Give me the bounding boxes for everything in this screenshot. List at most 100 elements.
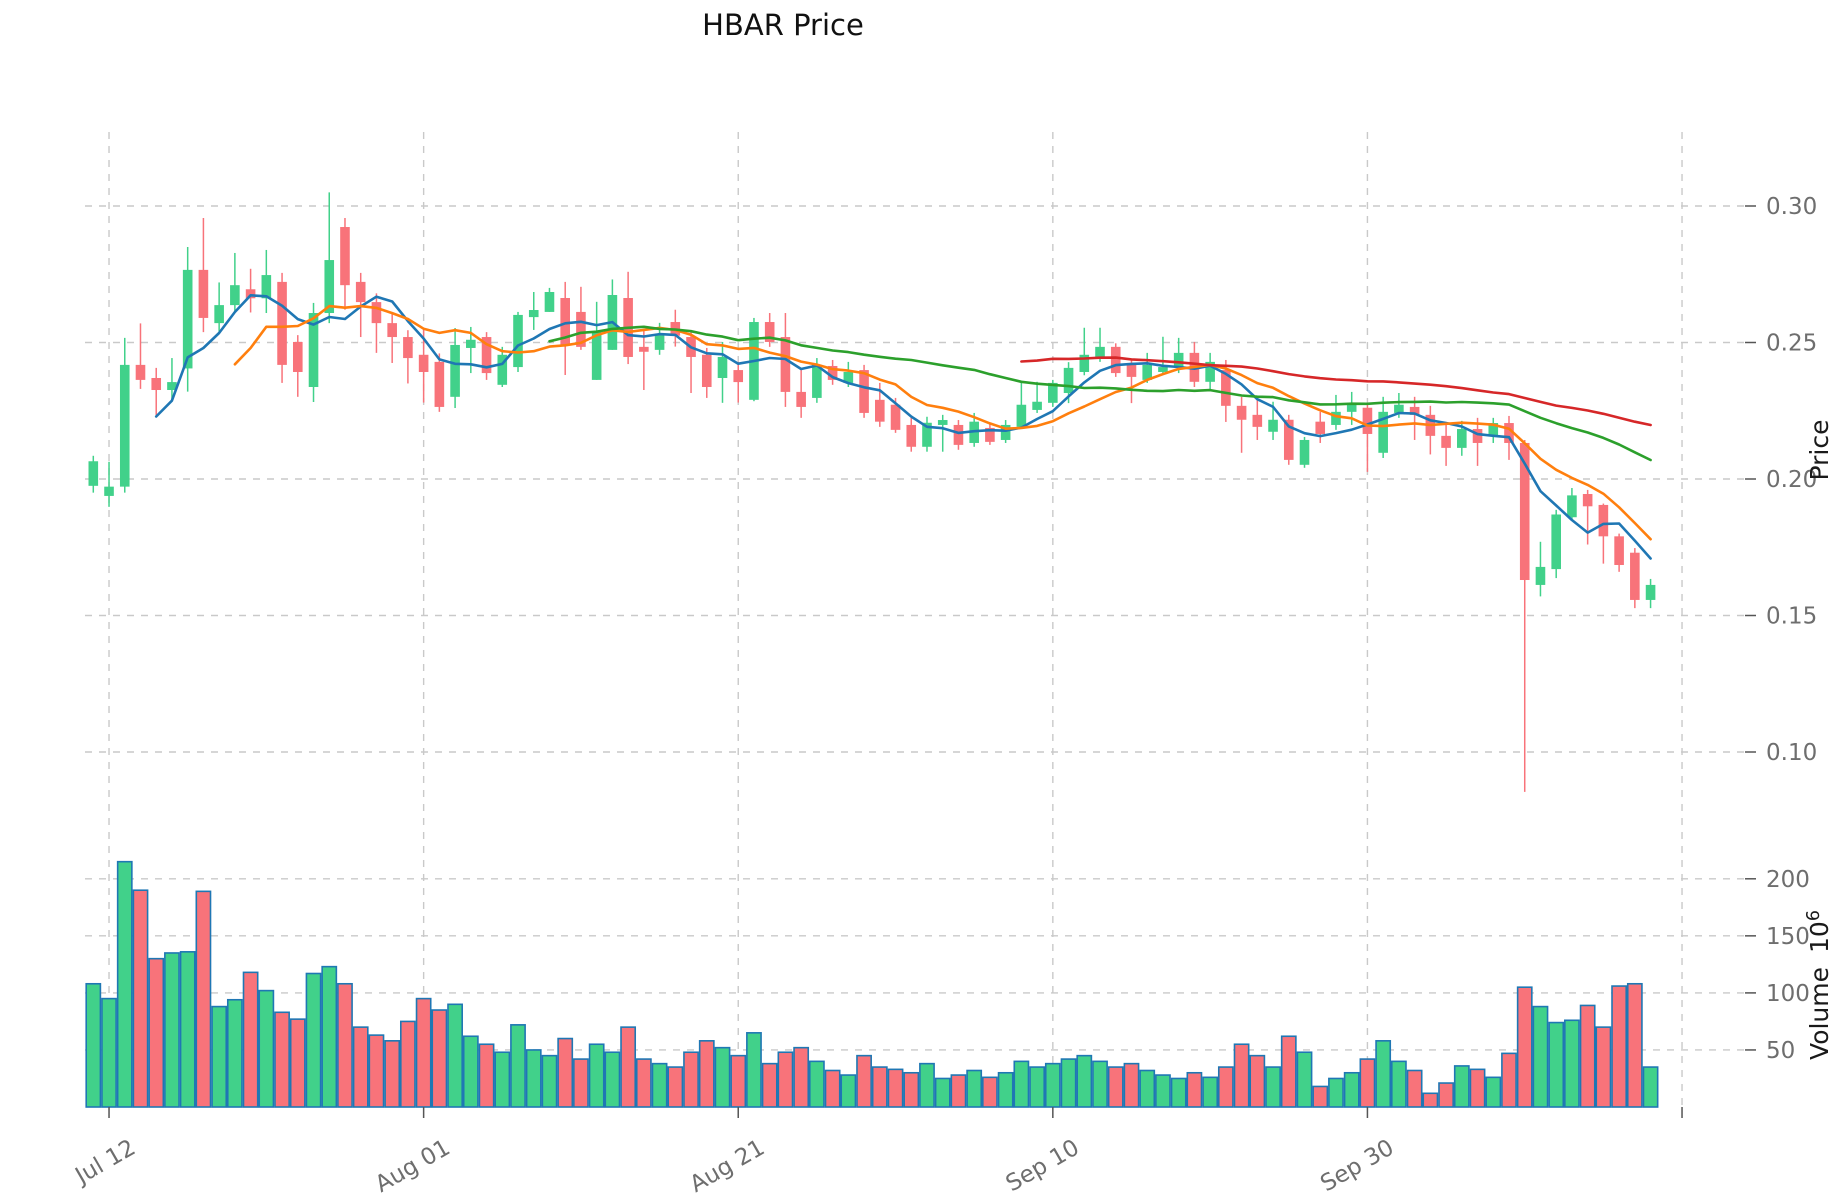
volume-bar (258, 989, 275, 1108)
volume-bar (919, 1062, 935, 1108)
candle-body (1614, 536, 1624, 565)
volume-bar (1060, 1058, 1077, 1108)
volume-bar (1217, 1066, 1234, 1108)
volume-bar (1249, 1054, 1266, 1108)
volume-bar (620, 1026, 637, 1108)
price-tick-label: 0.20 (1766, 467, 1817, 493)
volume-bar (934, 1077, 951, 1108)
candle-body (261, 275, 272, 299)
volume-bar (1595, 1026, 1612, 1108)
volume-bar (730, 1054, 747, 1108)
volume-bar (966, 1069, 983, 1108)
candle-body (1519, 442, 1530, 581)
volume-bar (1186, 1071, 1203, 1108)
volume-bar (777, 1051, 794, 1108)
volume-tick-label: 100 (1766, 981, 1810, 1007)
volume-bar (494, 1051, 511, 1108)
candle-body (576, 311, 586, 347)
volume-bar (415, 997, 432, 1108)
candle-body (906, 424, 917, 447)
volume-bar (148, 957, 165, 1108)
date-tick-label: Aug 01 (371, 1135, 455, 1198)
candle-body (466, 339, 476, 348)
candle-body (1283, 419, 1294, 460)
date-tick-label: Aug 21 (686, 1135, 770, 1198)
volume-bar (1516, 986, 1533, 1108)
candle-body (1362, 407, 1373, 434)
volume-axis-label-word: Volume (1805, 967, 1834, 1060)
candle-body (308, 313, 319, 387)
candle-body (292, 341, 303, 372)
volume-bar (321, 965, 338, 1108)
price-tick-label: 0.25 (1766, 331, 1817, 357)
volume-bar (1548, 1021, 1565, 1108)
volume-bar (840, 1074, 857, 1108)
volume-bar (368, 1034, 385, 1108)
candle-body (1142, 364, 1153, 380)
candle-body (985, 427, 995, 442)
volume-tick-label: 150 (1766, 924, 1810, 950)
volume-bar (1375, 1040, 1392, 1108)
volume-tick-label: 200 (1766, 867, 1810, 893)
candle-body (434, 361, 445, 407)
candle-body (355, 281, 366, 303)
volume-bar (573, 1058, 589, 1108)
volume-bar (1029, 1066, 1045, 1108)
candle-body (1095, 346, 1105, 359)
volume-bar (1123, 1062, 1140, 1108)
candle-body (1236, 405, 1247, 420)
candle-body (1472, 429, 1483, 443)
candle-body (1110, 346, 1121, 374)
volume-bar (1328, 1077, 1344, 1108)
volume-bar (824, 1069, 841, 1108)
volume-bar (793, 1046, 810, 1108)
volume-bar (1642, 1066, 1659, 1108)
candle-body (151, 377, 162, 391)
candle-body (937, 420, 948, 425)
candle-body (639, 346, 649, 352)
candle-body (1630, 552, 1640, 600)
volume-bar (1501, 1052, 1517, 1108)
volume-bar (195, 890, 212, 1108)
volume-bar (179, 951, 196, 1108)
candle-body (513, 314, 523, 368)
volume-bar (447, 1003, 463, 1108)
candle-body (1551, 514, 1561, 570)
volume-bar (1406, 1069, 1423, 1108)
candle-body (481, 337, 492, 374)
price-tick-label: 0.15 (1766, 604, 1817, 630)
volume-bar (1265, 1066, 1281, 1108)
candle-body (182, 269, 193, 369)
volume-bar (746, 1032, 762, 1108)
candle-body (796, 391, 806, 407)
volume-bar (1438, 1082, 1454, 1108)
volume-bar (211, 1005, 228, 1108)
candle-body (1158, 367, 1168, 372)
volume-bar (1202, 1076, 1219, 1108)
candle-body (167, 382, 177, 391)
volume-bar (478, 1043, 495, 1108)
volume-bar (950, 1074, 967, 1108)
volume-bar (399, 1020, 416, 1108)
volume-bar (1076, 1054, 1093, 1108)
volume-tick-label: 50 (1766, 1038, 1795, 1064)
candle-body (1645, 584, 1656, 600)
volume-bar (1532, 1005, 1549, 1108)
candle-body (418, 354, 429, 372)
volume-bar (714, 1046, 731, 1108)
volume-bar (982, 1076, 998, 1108)
gridlines (85, 132, 1745, 1107)
ma-line-60 (1020, 356, 1652, 427)
volume-bar (604, 1051, 621, 1108)
candle-body (1079, 354, 1090, 372)
volume-bar (1280, 1035, 1297, 1108)
candle-body (1000, 424, 1011, 440)
volume-bar (462, 1035, 479, 1108)
candle-body (764, 322, 775, 342)
volume-bar (85, 982, 102, 1108)
volume-bar (1453, 1065, 1470, 1108)
volume-bar (808, 1060, 825, 1108)
volume-bar (1092, 1060, 1108, 1108)
volume-bar (557, 1037, 574, 1108)
candle-body (230, 285, 240, 306)
